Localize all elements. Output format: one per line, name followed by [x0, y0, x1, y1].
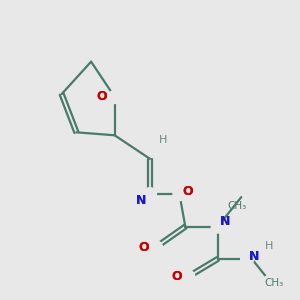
Text: O: O	[96, 91, 107, 103]
Circle shape	[211, 220, 224, 233]
Circle shape	[173, 188, 186, 201]
Text: N: N	[220, 215, 230, 228]
Text: H: H	[159, 135, 167, 145]
Circle shape	[108, 91, 121, 103]
Text: N: N	[249, 250, 260, 263]
Circle shape	[241, 253, 254, 266]
Text: N: N	[136, 194, 146, 207]
Text: O: O	[96, 91, 107, 103]
Text: CH₃: CH₃	[264, 278, 283, 287]
Text: O: O	[182, 185, 193, 198]
Text: N: N	[220, 215, 230, 228]
Text: O: O	[139, 241, 149, 254]
Text: O: O	[139, 241, 149, 254]
Text: O: O	[171, 270, 182, 283]
Text: N: N	[136, 194, 146, 207]
Text: N: N	[249, 250, 260, 263]
Circle shape	[149, 241, 162, 254]
Text: H: H	[265, 241, 273, 251]
Text: O: O	[182, 185, 193, 198]
Circle shape	[182, 270, 195, 283]
Text: CH₃: CH₃	[227, 201, 247, 211]
Circle shape	[143, 188, 157, 201]
Text: O: O	[171, 270, 182, 283]
